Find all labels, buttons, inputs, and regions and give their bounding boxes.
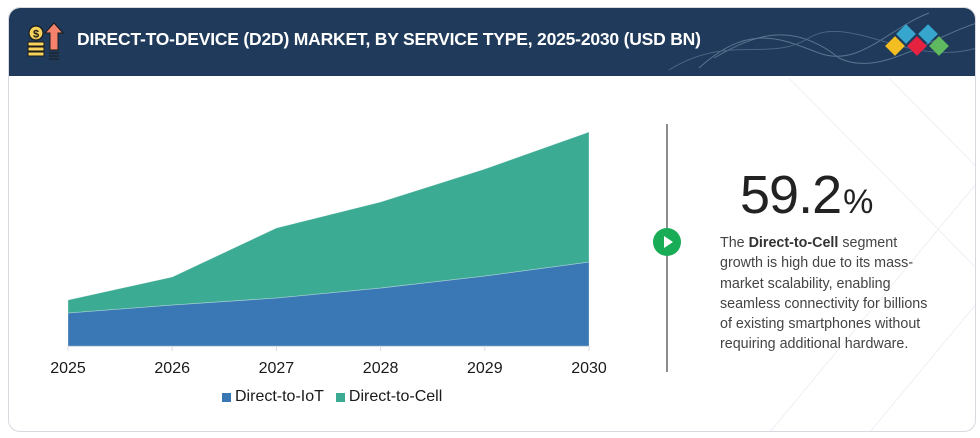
legend-swatch-iot [222, 392, 231, 402]
play-icon[interactable] [653, 228, 681, 256]
stacked-area-chart: 2025 2026 2027 2028 2029 2030 [50, 131, 607, 377]
legend-item-cell[interactable]: Direct-to-Cell [335, 388, 443, 406]
legend-swatch-cell [335, 392, 345, 402]
chart-card: $ DIRECT-TO-DEVICE (D2D) MARKET, BY SERV… [8, 7, 976, 432]
coins-growth-arrow-icon: $ [27, 22, 65, 60]
area-direct-to-cell [67, 131, 590, 314]
legend-label-iot: Direct-to-IoT [235, 388, 324, 405]
chart-title: DIRECT-TO-DEVICE (D2D) MARKET, BY SERVIC… [77, 29, 701, 49]
header-bar: $ DIRECT-TO-DEVICE (D2D) MARKET, BY SERV… [9, 8, 975, 76]
cagr-unit: % [843, 183, 874, 221]
insight-text-prefix: The [720, 235, 749, 251]
x-tick-label: 2030 [571, 360, 607, 377]
diamond-tiles-logo [885, 24, 949, 56]
cagr-value: 59.2 [740, 165, 842, 225]
insight-highlight: Direct-to-Cell [748, 235, 839, 251]
cagr-stat: 59.2% [740, 164, 873, 226]
insight-description: The Direct-to-Cell segment growth is hig… [720, 233, 940, 355]
x-tick-label: 2025 [50, 360, 86, 377]
x-tick-label: 2029 [467, 360, 503, 377]
chart-legend: Direct-to-IoT Direct-to-Cell [222, 388, 442, 406]
svg-text:$: $ [33, 29, 39, 41]
legend-label-cell: Direct-to-Cell [348, 388, 443, 405]
insight-text-suffix: segment growth is high due to its mass-m… [720, 235, 928, 353]
legend-item-iot[interactable]: Direct-to-IoT [222, 388, 324, 406]
x-tick-label: 2028 [363, 360, 399, 377]
x-tick-label: 2027 [259, 360, 295, 377]
x-tick-label: 2026 [154, 360, 190, 377]
